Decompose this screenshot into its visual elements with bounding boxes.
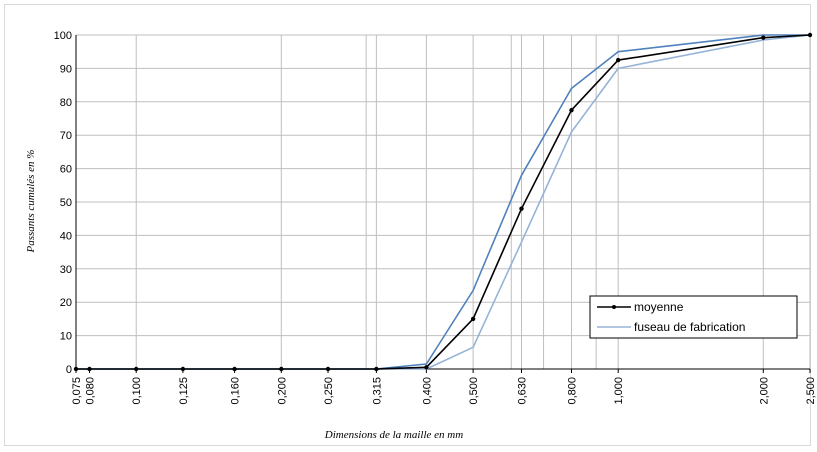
x-tick-label: 0,160 bbox=[230, 377, 242, 405]
y-tick-label: 10 bbox=[60, 331, 72, 343]
x-tick-label: 0,075 bbox=[71, 377, 83, 405]
axes: 0 10 20 30 40 50 60 70 80 90 100 0,075 0,080 0,100 0,1… bbox=[54, 30, 817, 405]
data-point bbox=[424, 365, 429, 370]
x-tick-label: 0,125 bbox=[178, 377, 190, 405]
data-point bbox=[73, 366, 79, 372]
series-group bbox=[73, 32, 813, 372]
x-tick-label: 0,630 bbox=[516, 377, 528, 405]
data-point bbox=[616, 57, 621, 63]
legend-marker-moyenne bbox=[612, 305, 616, 309]
chart-frame bbox=[4, 4, 811, 446]
series-line-fuseau-lower bbox=[76, 34, 811, 370]
x-tick-label: 2,500 bbox=[805, 377, 817, 405]
data-point bbox=[569, 107, 574, 113]
y-tick-label: 90 bbox=[60, 63, 72, 75]
data-point bbox=[232, 366, 237, 372]
data-point bbox=[519, 206, 524, 211]
legend-box bbox=[589, 295, 798, 339]
data-point bbox=[180, 366, 186, 372]
legend: moyenne fuseau de fabrication bbox=[589, 295, 798, 339]
y-tick-label: 0 bbox=[66, 364, 72, 376]
y-tick-label: 20 bbox=[60, 297, 72, 309]
x-axis-title: Dimensions de la maille en mm bbox=[324, 429, 463, 441]
x-tick-label: 0,800 bbox=[566, 377, 578, 405]
data-point bbox=[134, 366, 139, 372]
data-point bbox=[761, 35, 766, 40]
y-tick-label: 80 bbox=[60, 97, 72, 109]
data-point bbox=[279, 366, 284, 372]
data-point bbox=[87, 366, 92, 372]
y-axis-title: Passants cumulés en % bbox=[25, 150, 37, 254]
x-tick-label: 0,315 bbox=[371, 377, 383, 405]
data-point bbox=[470, 316, 476, 322]
y-tick-label: 100 bbox=[54, 30, 72, 42]
series-line-fuseau-de-fabrication bbox=[76, 34, 810, 370]
x-tick-label: 0,500 bbox=[468, 377, 480, 405]
data-point bbox=[325, 366, 331, 372]
data-point bbox=[807, 32, 813, 38]
y-tick-label: 50 bbox=[60, 197, 72, 209]
x-tick-label: 2,000 bbox=[758, 377, 770, 405]
x-tick-label: 0,400 bbox=[421, 377, 433, 405]
data-point bbox=[374, 366, 379, 372]
x-tick-label: 0,100 bbox=[131, 377, 143, 405]
x-tick-label: 1,000 bbox=[613, 377, 625, 405]
legend-label-fuseau: fuseau de fabrication bbox=[634, 320, 745, 334]
y-tick-label: 40 bbox=[60, 230, 72, 242]
x-tick-label: 0,080 bbox=[85, 377, 97, 405]
x-tick-label: 0,200 bbox=[276, 377, 288, 405]
legend-label-moyenne: moyenne bbox=[634, 300, 684, 314]
x-tick-label: 0,250 bbox=[323, 377, 335, 405]
y-tick-label: 60 bbox=[60, 164, 72, 176]
y-tick-label: 70 bbox=[60, 130, 72, 142]
y-tick-label: 30 bbox=[60, 264, 72, 276]
